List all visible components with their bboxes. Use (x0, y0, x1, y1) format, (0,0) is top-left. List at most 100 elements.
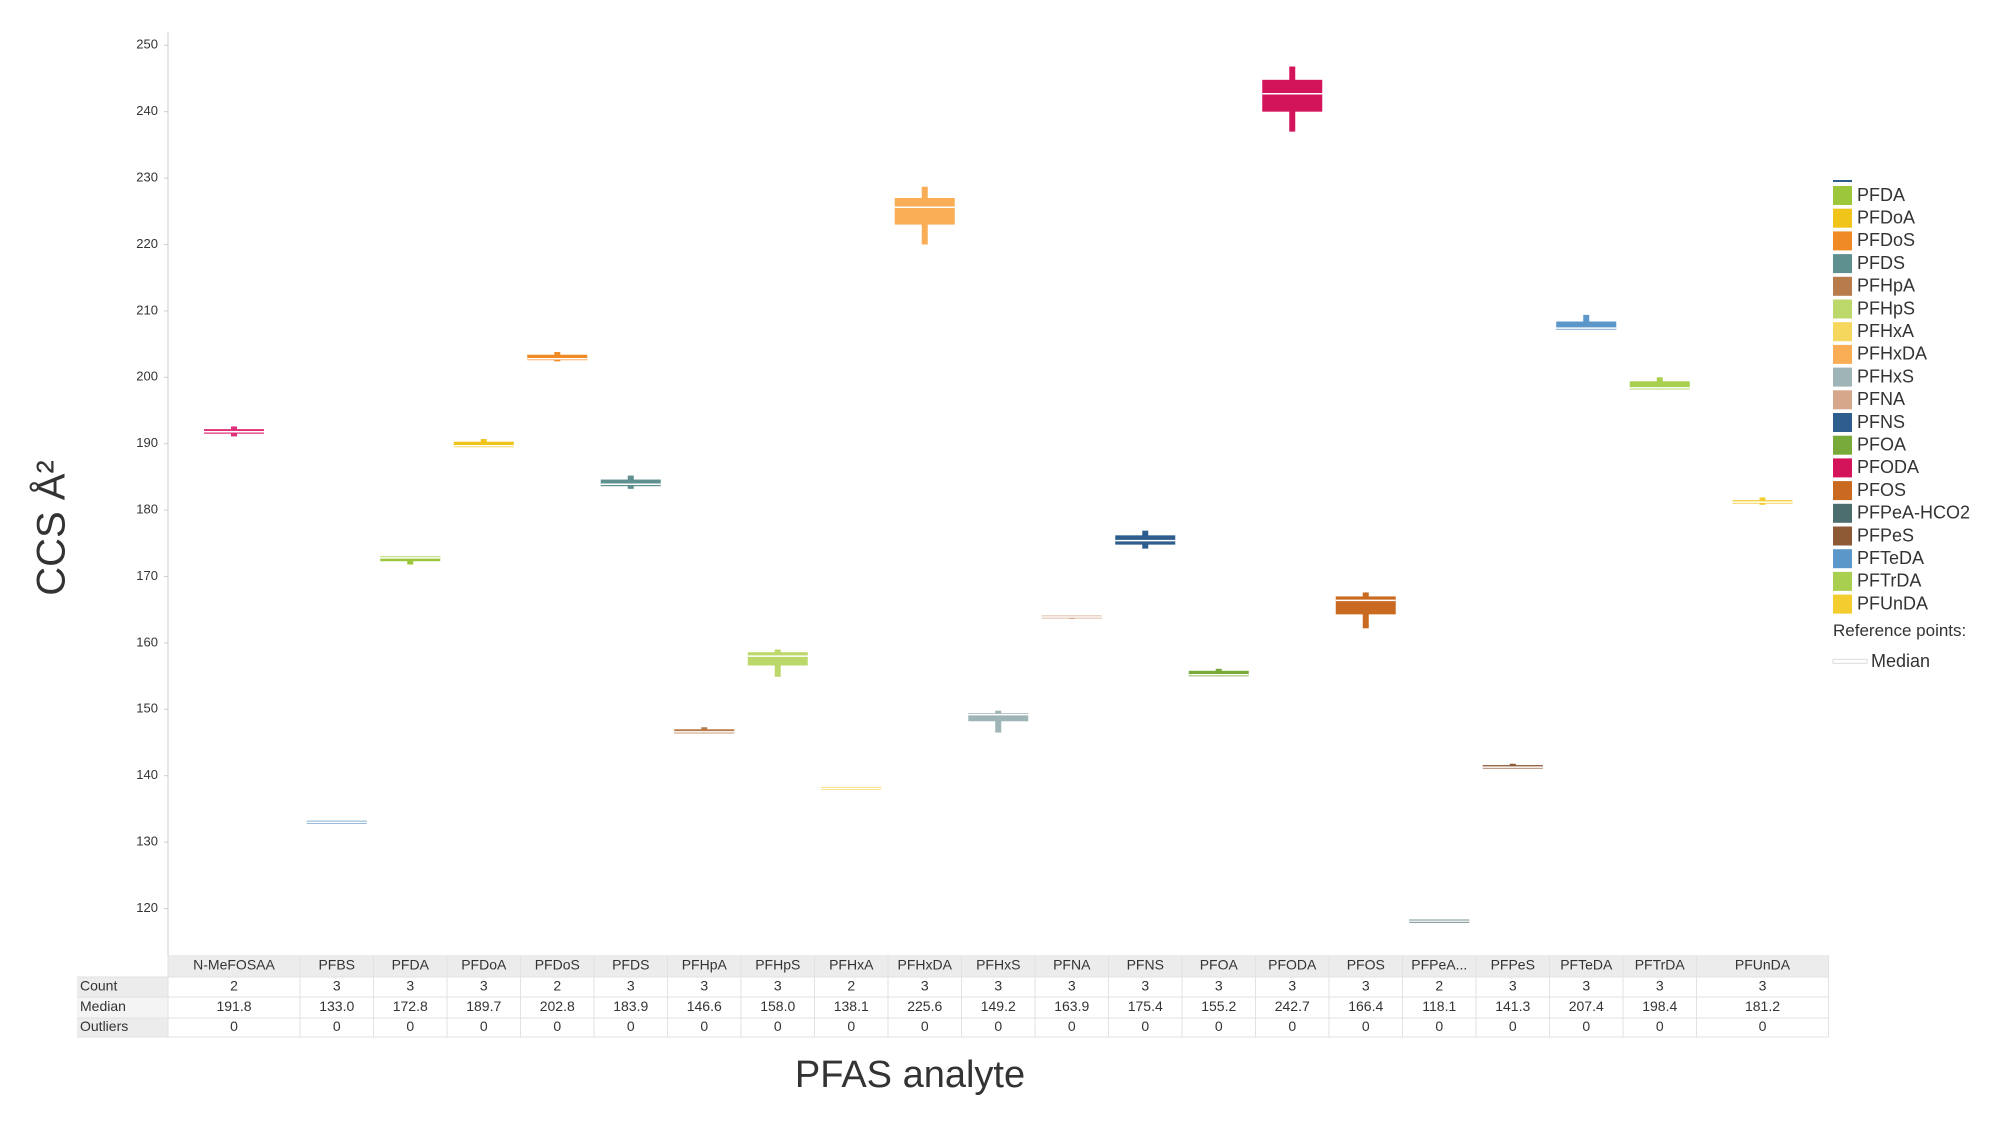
y-tick-label: 190 (136, 435, 158, 450)
legend-label: PFNA (1857, 389, 1905, 409)
table-cell: 3 (1656, 978, 1664, 994)
y-tick-label: 240 (136, 103, 158, 118)
legend-label: PFTeDA (1857, 548, 1924, 568)
table-cell: 2 (847, 978, 855, 994)
legend-label: PFTrDA (1857, 571, 1921, 591)
table-cell: 3 (1362, 978, 1370, 994)
x-tick-label: PFOA (1200, 957, 1239, 973)
x-tick-label: PFODA (1268, 957, 1317, 973)
table-cell: 158.0 (760, 998, 795, 1014)
box (453, 441, 514, 448)
table-cell: 3 (994, 978, 1002, 994)
legend-swatch (1833, 254, 1852, 274)
table-cell: 0 (1656, 1018, 1664, 1034)
box (747, 652, 808, 666)
row-label-bg (77, 977, 168, 997)
table-cell: 3 (1141, 978, 1149, 994)
y-tick-label: 150 (136, 701, 158, 716)
table-cell: 3 (1582, 978, 1590, 994)
legend-label: PFHpA (1857, 276, 1915, 296)
table-cell: 118.1 (1422, 998, 1456, 1014)
table-cell: 2 (553, 978, 561, 994)
box (1335, 596, 1396, 615)
box (1188, 670, 1249, 677)
table-cell: 3 (921, 978, 929, 994)
row-label: Outliers (80, 1018, 128, 1034)
table-cell: 3 (406, 978, 414, 994)
table-cell: 0 (1362, 1018, 1370, 1034)
table-cell: 149.2 (981, 998, 1016, 1014)
legend-label: PFODA (1857, 457, 1919, 477)
row-label: Count (80, 978, 117, 994)
table-cell: 181.2 (1745, 998, 1780, 1014)
table-cell: 3 (480, 978, 488, 994)
y-tick-label: 200 (136, 369, 158, 384)
legend-swatch (1833, 594, 1852, 614)
y-tick-label: 210 (136, 302, 158, 317)
table-cell: 166.4 (1348, 998, 1383, 1014)
row-label-bg (77, 997, 168, 1018)
table-cell: 0 (1509, 1018, 1517, 1034)
legend-label: PFOS (1857, 480, 1906, 500)
table-cell: 3 (1509, 978, 1517, 994)
x-tick-label: PFHxS (976, 957, 1020, 973)
table-cell: 0 (230, 1018, 238, 1034)
table-cell: 138.1 (834, 998, 869, 1014)
y-tick-label: 160 (136, 634, 158, 649)
table-cell: 0 (1068, 1018, 1076, 1034)
whisker (995, 710, 1002, 733)
y-tick-label: 250 (136, 37, 158, 52)
table-cell: 2 (230, 978, 238, 994)
table-cell: 202.8 (540, 998, 575, 1014)
table-cell: 175.4 (1128, 998, 1163, 1014)
table-cell: 3 (1759, 978, 1767, 994)
table-cell: 0 (406, 1018, 414, 1034)
legend-label: PFDS (1857, 253, 1905, 273)
y-axis-label: CCS Å² (29, 460, 74, 596)
table-cell: 155.2 (1201, 998, 1236, 1014)
legend-swatch (1833, 549, 1852, 569)
table-cell: 163.9 (1054, 998, 1089, 1014)
x-axis-label: PFAS analyte (795, 1054, 1025, 1096)
legend-label: PFNS (1857, 412, 1905, 432)
table-cell: 146.6 (687, 998, 722, 1014)
legend-label: PFHxS (1857, 366, 1914, 386)
legend-label: PFDA (1857, 185, 1905, 205)
y-tick-label: 230 (136, 170, 158, 185)
legend-swatch (1833, 571, 1852, 591)
table-cell: 0 (1759, 1018, 1767, 1034)
table-cell: 172.8 (393, 998, 428, 1014)
table-cell: 0 (921, 1018, 929, 1034)
table-cell: 3 (1215, 978, 1223, 994)
legend-swatch (1833, 526, 1852, 546)
x-tick-label: PFTeDA (1560, 957, 1613, 973)
table-cell: 0 (994, 1018, 1002, 1034)
legend-swatch (1833, 481, 1852, 501)
legend-title: Reference points: (1833, 621, 1966, 640)
x-tick-label: PFDoA (461, 957, 507, 973)
legend-swatch (1833, 413, 1852, 432)
table-cell: 0 (553, 1018, 561, 1034)
legend-swatch (1833, 322, 1852, 342)
table-cell: 2 (1435, 978, 1443, 994)
table-cell: 0 (1141, 1018, 1149, 1034)
legend-label: PFHpS (1857, 298, 1915, 318)
legend-swatch (1833, 208, 1852, 228)
x-tick-label: PFTrDA (1635, 957, 1686, 973)
table-cell: 133.0 (319, 998, 354, 1014)
box (1629, 381, 1690, 390)
x-tick-label: PFDoS (535, 957, 580, 973)
x-tick-label: N-MeFOSAA (193, 957, 275, 973)
legend-swatch (1833, 367, 1852, 387)
table-cell: 3 (333, 978, 341, 994)
legend-label: PFPeA-HCO2 (1857, 503, 1970, 523)
box (894, 198, 955, 225)
table-cell: 3 (627, 978, 635, 994)
legend-swatch (1833, 390, 1852, 410)
x-tick-label: PFHpA (682, 957, 728, 973)
x-tick-label: PFBS (318, 957, 355, 973)
table-cell: 0 (1582, 1018, 1590, 1034)
legend-label: PFOA (1857, 434, 1906, 454)
table-cell: 0 (1288, 1018, 1296, 1034)
legend-swatch (1833, 276, 1852, 296)
